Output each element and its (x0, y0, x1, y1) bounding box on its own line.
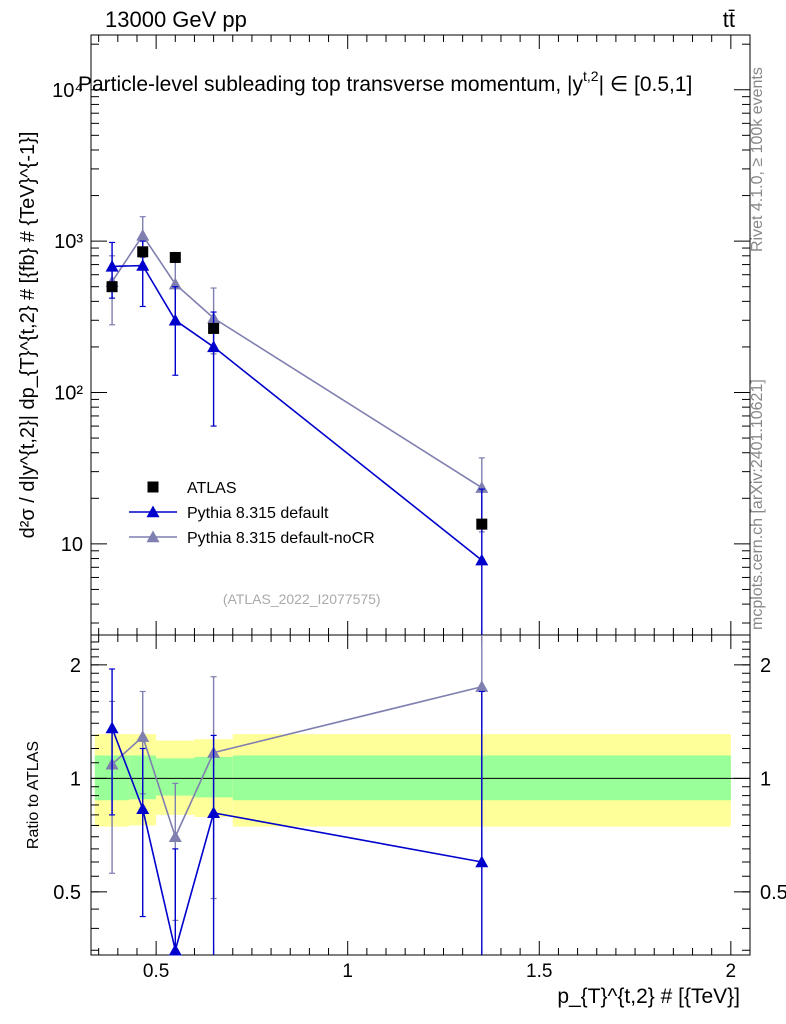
main-panel: 10 10² 10³ 10⁴ (ATLAS_2022_I2077575) ATLAS Pyt… (52, 34, 751, 636)
ratio-xtick-label: 1 (342, 961, 353, 982)
ratio-marker-default-2 (168, 943, 182, 956)
marker-default-1 (136, 259, 150, 271)
ratio-ytick-label-right: 2 (760, 655, 771, 677)
marker-default-0 (105, 259, 119, 272)
marker-default-2 (168, 313, 182, 326)
main-ytick-label: 10⁴ (52, 80, 83, 102)
legend-label-atlas: ATLAS (187, 480, 237, 497)
series-line-nocr (111, 234, 483, 489)
legend-label-default: Pythia 8.315 default (187, 505, 329, 522)
ratio-xlabel: p_{T}^{t,2} # [{TeV}] (557, 985, 740, 1008)
header-right: tt̄ (723, 7, 735, 32)
ratio-frame (90, 634, 751, 956)
watermark: (ATLAS_2022_I2077575) (223, 591, 381, 607)
header-left: 13000 GeV pp (105, 7, 247, 32)
main-title: Particle-level subleading top transverse… (78, 68, 692, 96)
marker-nocr-2 (168, 277, 182, 290)
marker-default-3 (207, 340, 221, 353)
marker-atlas-3 (208, 322, 220, 334)
main-ylabel: d²σ / d|y^{t,2}| dp_{T}^{t,2} # [{fb} # … (17, 132, 39, 539)
ratio-ytick-label-right: 0.5 (760, 882, 786, 904)
rivet-label: Rivet 4.1.0, ≥ 100k events (749, 67, 766, 252)
ratio-marker-default-0 (105, 721, 119, 734)
ratio-ytick-label: 1 (70, 768, 81, 790)
series-nocr (105, 216, 489, 533)
main-title-text: Particle-level subleading top transverse… (78, 73, 584, 96)
ratio-marker-nocr-2 (168, 830, 182, 842)
ratio-marker-nocr-1 (136, 730, 150, 742)
legend-marker-atlas (147, 481, 159, 493)
marker-nocr-4 (475, 481, 489, 493)
ratio-marker-default-3 (207, 806, 221, 819)
main-title-sup: t,2 (583, 68, 599, 84)
ratio-ytick-label: 0.5 (53, 882, 81, 904)
legend-label-nocr: Pythia 8.315 default-noCR (187, 530, 375, 547)
legend: ATLAS Pythia 8.315 default Pythia 8.315 de… (129, 480, 375, 547)
ratio-marker-default-1 (136, 802, 150, 815)
legend-marker-default (146, 505, 160, 518)
series-atlas (106, 246, 488, 530)
main-title-tail: | ∈ [0.5,1] (599, 73, 693, 96)
ratio-marker-default-4 (475, 855, 489, 868)
marker-nocr-1 (136, 228, 150, 241)
ratio-xtick-label: 2 (726, 961, 737, 982)
ratio-marker-nocr-4 (475, 680, 489, 692)
marker-default-4 (475, 553, 489, 566)
ratio-series-default (105, 668, 489, 956)
main-ytick-label: 10 (61, 534, 83, 556)
main-ytick-label: 10² (54, 382, 83, 404)
ratio-ytick-label: 2 (70, 655, 81, 677)
series-default (105, 240, 489, 635)
main-ytick-label: 10³ (54, 231, 83, 253)
marker-atlas-1 (137, 246, 149, 258)
marker-atlas-4 (476, 518, 488, 530)
marker-atlas-0 (106, 281, 118, 293)
legend-marker-nocr (146, 530, 160, 543)
ratio-ytick-label-right: 1 (760, 768, 771, 790)
ratio-xtick-label: 1.5 (526, 961, 552, 982)
ratio-ylabel: Ratio to ATLAS (25, 741, 42, 849)
marker-atlas-2 (169, 251, 181, 263)
ratio-panel: 0.5 1 1.5 2 0.5 0.5 1 1 2 2 (53, 634, 786, 982)
ratio-xtick-label: 0.5 (143, 961, 169, 982)
mcplots-label: mcplots.cern.ch [arXiv:2401.10621] (749, 379, 766, 630)
